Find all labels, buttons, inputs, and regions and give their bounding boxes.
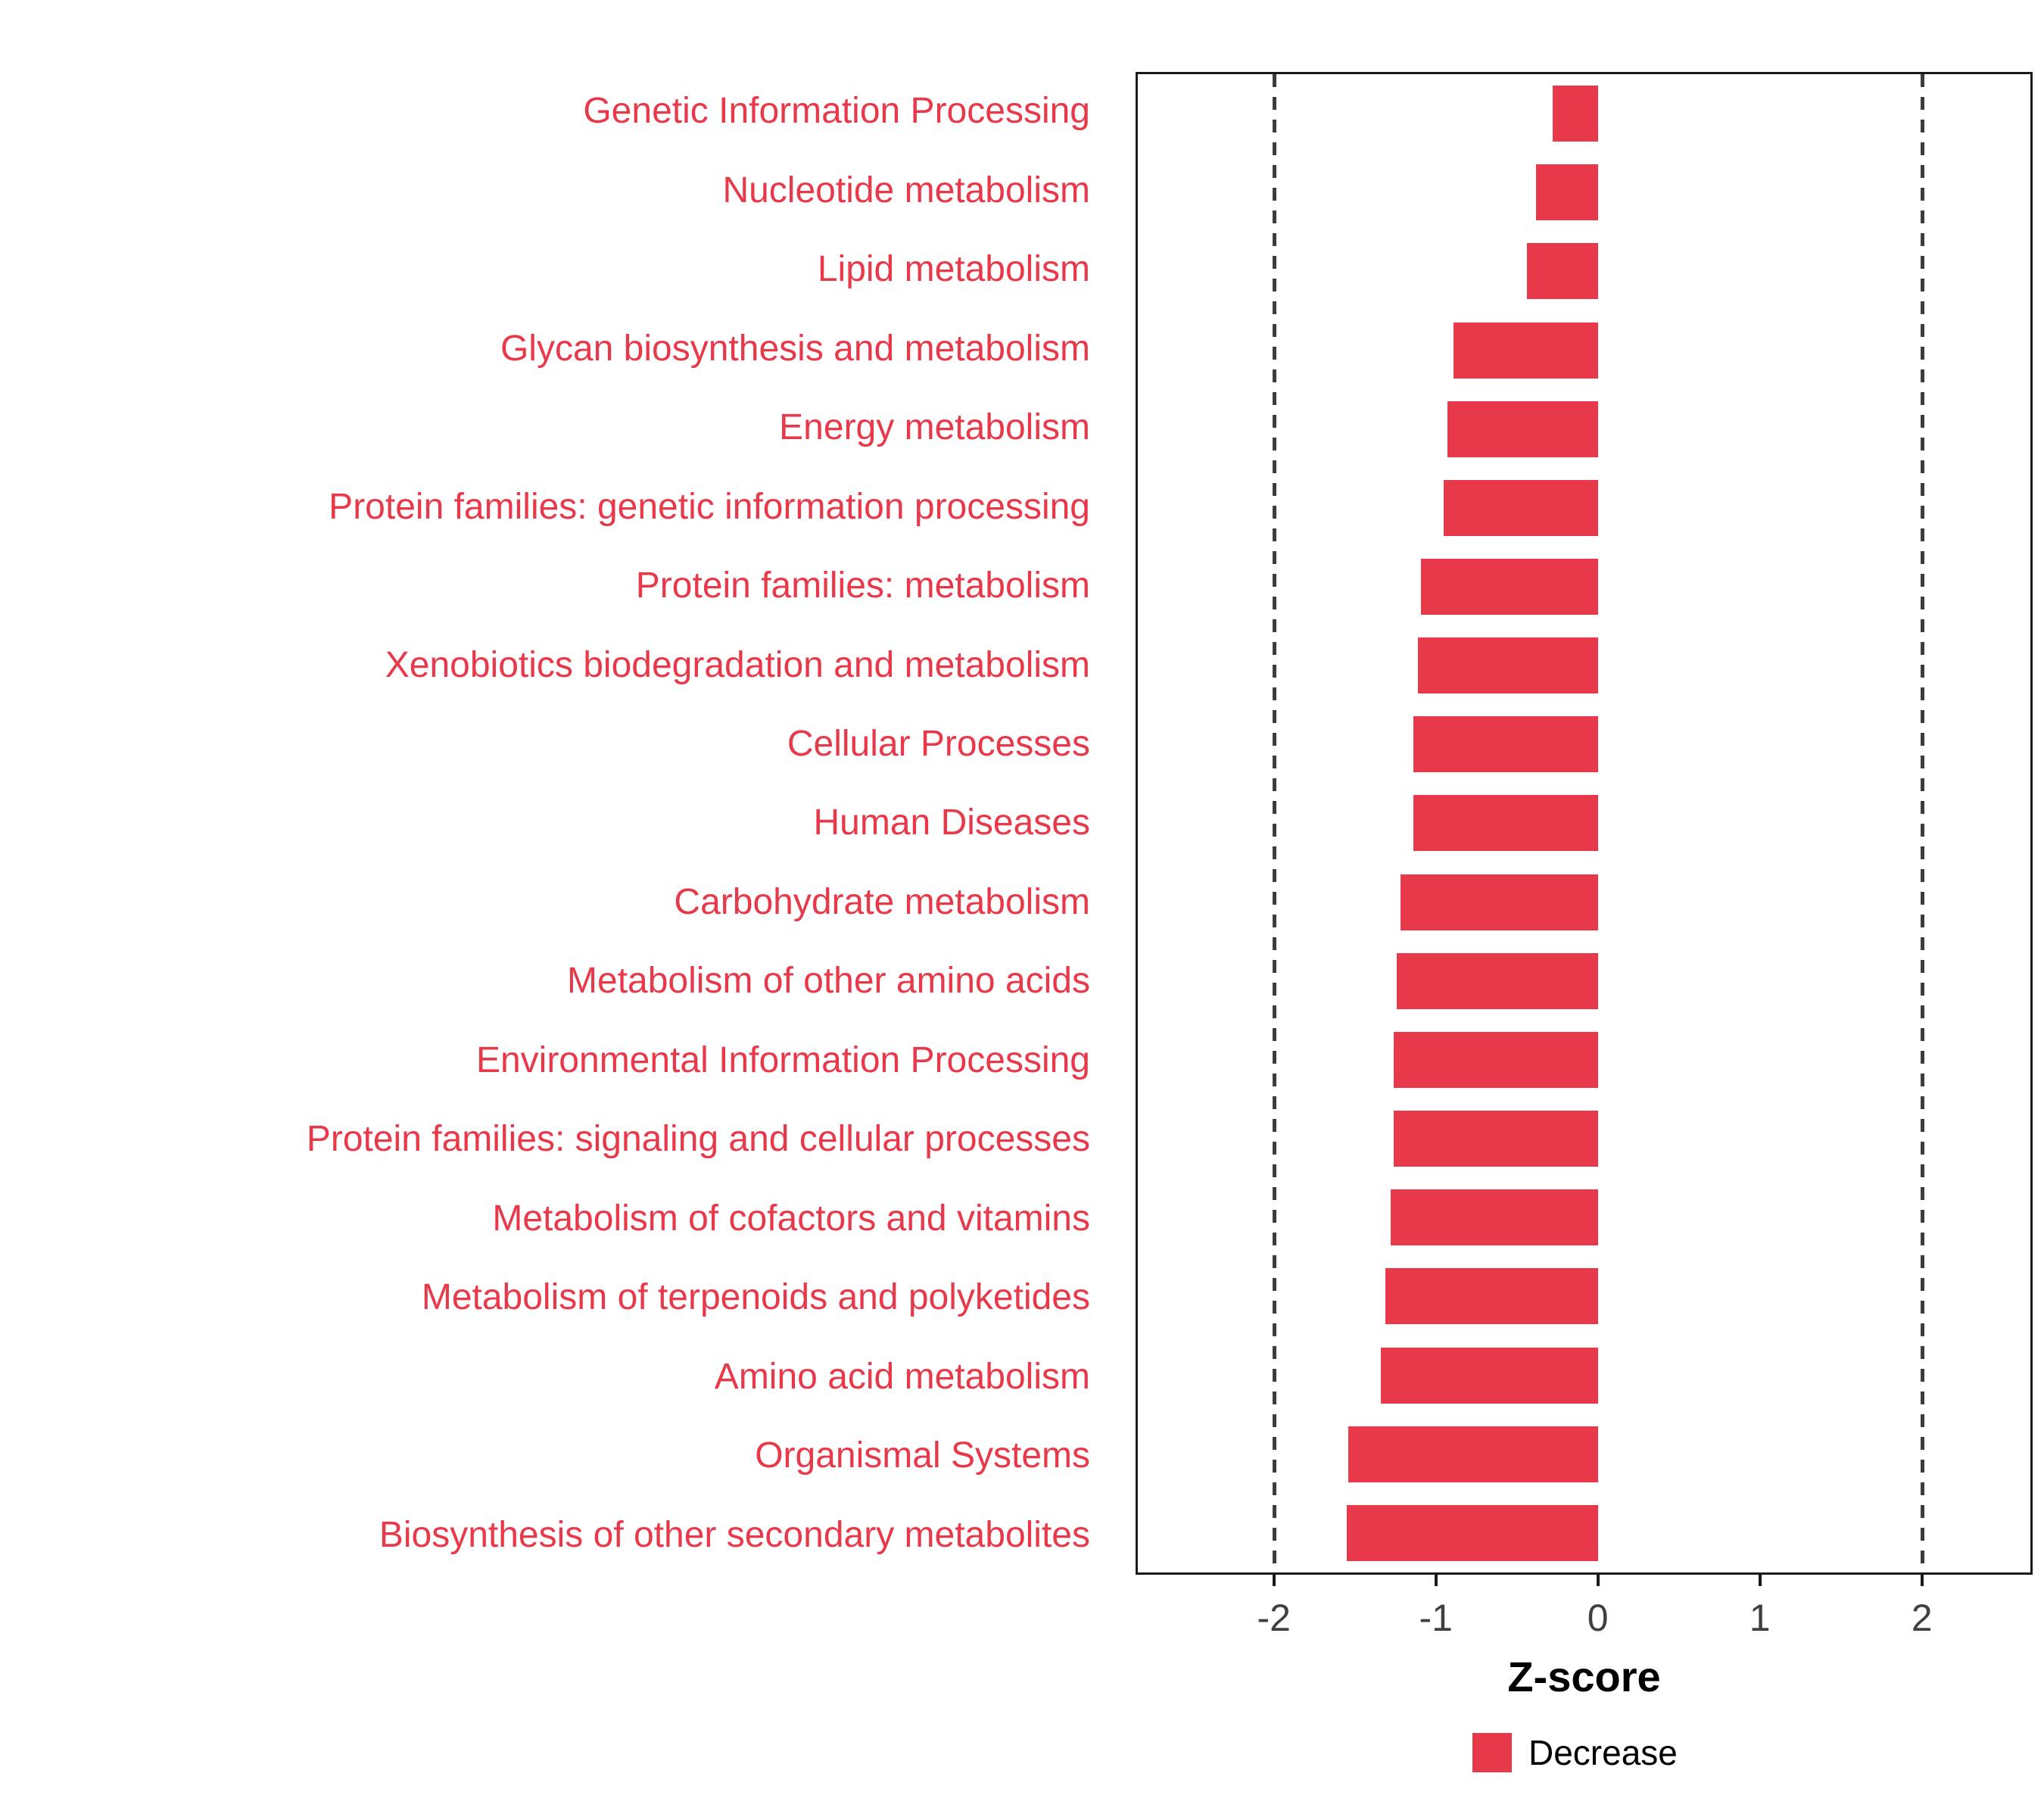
bar xyxy=(1413,795,1598,852)
x-tick-mark xyxy=(1920,1575,1924,1586)
plot-panel xyxy=(1136,72,2033,1575)
bar xyxy=(1347,1504,1598,1561)
category-label: Protein families: signaling and cellular… xyxy=(306,1119,1090,1160)
category-label: Cellular Processes xyxy=(787,723,1090,764)
bar-row xyxy=(1138,784,2030,862)
bar xyxy=(1454,322,1598,379)
bar xyxy=(1552,86,1598,142)
x-tick-label: 2 xyxy=(1911,1597,1933,1639)
bar xyxy=(1390,1189,1598,1246)
bar xyxy=(1444,479,1598,536)
legend: Decrease xyxy=(1472,1732,1678,1773)
bar xyxy=(1447,400,1598,457)
bar-row xyxy=(1138,1415,2030,1494)
bar xyxy=(1394,1031,1598,1088)
bar-row xyxy=(1138,310,2030,389)
x-tick-label: 0 xyxy=(1587,1597,1609,1639)
bar xyxy=(1385,1268,1598,1325)
bar-row xyxy=(1138,390,2030,469)
bar-row xyxy=(1138,1257,2030,1335)
category-label: Metabolism of terpenoids and polyketides xyxy=(421,1277,1090,1318)
x-tick-label: 1 xyxy=(1749,1597,1771,1639)
category-label: Environmental Information Processing xyxy=(475,1039,1090,1080)
bar-row xyxy=(1138,1336,2030,1415)
bars-layer xyxy=(1138,74,2030,1572)
bar-row xyxy=(1138,153,2030,232)
bar-row xyxy=(1138,1494,2030,1572)
x-axis-title: Z-score xyxy=(1507,1653,1661,1700)
category-labels-column: Genetic Information Processing Nucleotide… xyxy=(0,72,1111,1575)
bar xyxy=(1348,1426,1598,1482)
category-label: Protein families: genetic information pr… xyxy=(329,486,1090,527)
category-label: Xenobiotics biodegradation and metabolis… xyxy=(385,644,1090,685)
legend-color-swatch xyxy=(1472,1733,1512,1772)
category-label: Human Diseases xyxy=(813,803,1090,843)
category-label: Lipid metabolism xyxy=(817,249,1090,290)
x-tick-mark xyxy=(1596,1575,1600,1586)
category-label: Nucleotide metabolism xyxy=(722,170,1090,210)
bar-row xyxy=(1138,1178,2030,1257)
bar xyxy=(1413,716,1598,773)
category-label: Protein families: metabolism xyxy=(635,566,1090,606)
category-label: Glycan biosynthesis and metabolism xyxy=(500,328,1090,369)
bar xyxy=(1536,164,1598,221)
threshold-dashed-line xyxy=(1272,74,1276,1572)
x-tick-mark xyxy=(1272,1575,1276,1586)
x-tick-mark xyxy=(1434,1575,1438,1586)
threshold-dashed-line xyxy=(1920,74,1924,1572)
bar-row xyxy=(1138,863,2030,942)
bar xyxy=(1397,952,1598,1009)
bar xyxy=(1526,243,1598,300)
bar-row xyxy=(1138,1021,2030,1099)
bar xyxy=(1418,637,1598,694)
bar-row xyxy=(1138,74,2030,153)
bar xyxy=(1394,1111,1598,1167)
category-label: Metabolism of cofactors and vitamins xyxy=(492,1198,1090,1239)
bar-row xyxy=(1138,547,2030,626)
category-label: Amino acid metabolism xyxy=(714,1356,1090,1397)
bar-row xyxy=(1138,942,2030,1021)
bar xyxy=(1421,559,1598,616)
bar-row xyxy=(1138,705,2030,784)
x-tick-mark xyxy=(1758,1575,1762,1586)
bar-row xyxy=(1138,469,2030,547)
bar-row xyxy=(1138,232,2030,310)
category-label: Biosynthesis of other secondary metaboli… xyxy=(379,1514,1090,1555)
category-label: Carbohydrate metabolism xyxy=(674,881,1090,922)
legend-label: Decrease xyxy=(1528,1733,1678,1772)
bar-row xyxy=(1138,626,2030,705)
x-tick-label: -1 xyxy=(1419,1597,1453,1639)
bar-row xyxy=(1138,1099,2030,1178)
category-label: Genetic Information Processing xyxy=(583,91,1090,132)
category-label: Metabolism of other amino acids xyxy=(567,961,1090,1002)
x-tick-label: -2 xyxy=(1257,1597,1291,1639)
bar xyxy=(1400,874,1598,930)
category-label: Organismal Systems xyxy=(755,1435,1090,1476)
category-label: Energy metabolism xyxy=(779,407,1090,448)
bar xyxy=(1380,1347,1598,1404)
